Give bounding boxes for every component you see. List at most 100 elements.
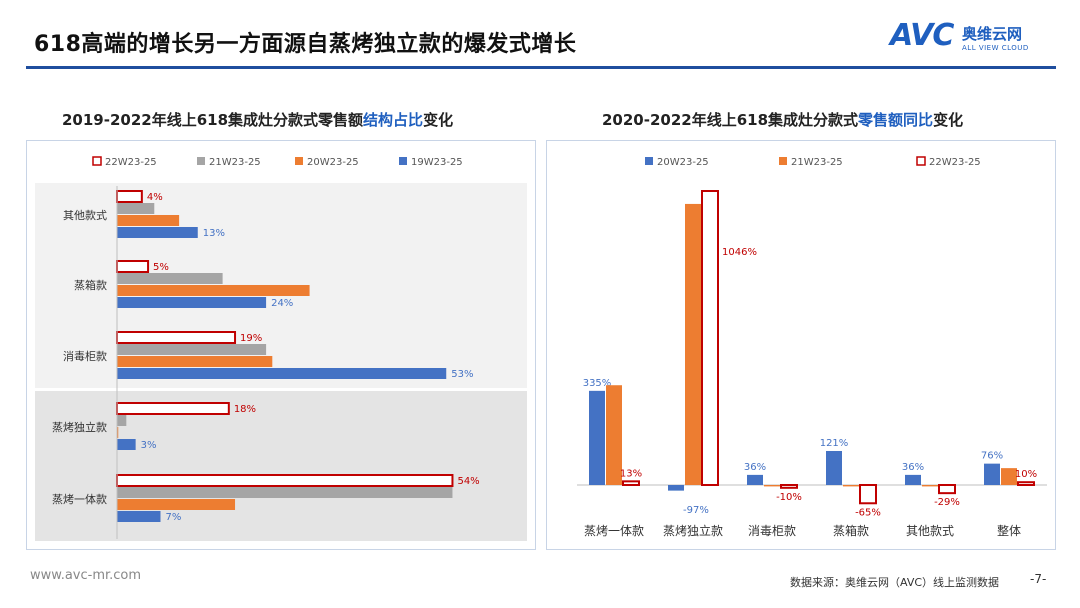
bar-20W23-25	[747, 474, 763, 485]
category-label: 蒸烤一体款	[52, 492, 107, 506]
data-label: 36%	[902, 462, 924, 473]
legend-label: 21W23-25	[209, 157, 261, 168]
data-label: 4%	[147, 192, 163, 203]
bar-22W23-25	[116, 402, 230, 415]
category-label: 蒸箱款	[833, 523, 869, 538]
bar-20W23-25	[668, 485, 684, 491]
bar-21W23-25	[117, 344, 267, 355]
bar-21W23-25	[606, 385, 622, 485]
bar-19W23-25	[117, 227, 198, 238]
left-chart-title-highlight: 结构占比	[363, 111, 424, 129]
bar-22W23-25	[116, 190, 143, 203]
data-label: 19%	[240, 333, 262, 344]
bar-19W23-25	[117, 511, 161, 522]
data-label: -29%	[934, 497, 960, 508]
data-label: -10%	[776, 492, 802, 503]
left-bar-chart: 22W23-25 21W23-25 20W23-25 19W23-25 其他款式 4% 13…	[35, 156, 527, 541]
data-label: 53%	[451, 369, 473, 380]
left-chart-title-part: 2019-2022年线上618集成灶分款式零售额	[62, 111, 364, 129]
bar-22W23-25	[116, 260, 150, 273]
logo-name-en: ALL VIEW CLOUD	[962, 44, 1029, 52]
bar-20W23-25	[984, 463, 1000, 485]
legend-label: 19W23-25	[411, 157, 463, 168]
page-number: -7-	[1030, 572, 1047, 586]
bar-22W23-25	[1017, 481, 1035, 487]
legend-label: 20W23-25	[657, 157, 709, 168]
bar-20W23-25	[117, 427, 119, 438]
page-title: 618高端的增长另一方面源自蒸烤独立款的爆发式增长	[34, 32, 577, 57]
right-chart-panel: 20W23-25 21W23-25 22W23-25 335% 13% 蒸烤一体款 -97%…	[546, 140, 1056, 550]
data-label: 1046%	[722, 247, 757, 258]
category-label: 其他款式	[906, 524, 954, 538]
bar-22W23-25	[116, 331, 237, 344]
right-chart-title-highlight: 零售额同比	[858, 111, 934, 129]
avc-logo: AVC 奥维云网 ALL VIEW CLOUD	[890, 18, 1060, 62]
footer-source: 数据来源：奥维云网（AVC）线上监测数据	[790, 576, 1000, 589]
data-label: 18%	[234, 404, 256, 415]
bar-19W23-25	[117, 368, 447, 379]
bar-20W23-25	[589, 390, 605, 485]
category-label: 消毒柜款	[748, 524, 796, 538]
category-label: 蒸烤独立款	[52, 420, 107, 434]
bar-22W23-25	[116, 474, 454, 487]
bar-22W23-25	[622, 480, 640, 486]
bar-21W23-25	[117, 415, 127, 426]
data-label: 13%	[620, 468, 642, 479]
right-chart-title-part: 2020-2022年线上618集成灶分款式	[602, 111, 859, 129]
header-rule	[26, 66, 1056, 69]
bar-22W23-25	[938, 484, 956, 495]
legend-swatch	[197, 157, 205, 165]
bar-21W23-25	[843, 485, 859, 487]
legend-swatch	[645, 157, 653, 165]
data-label: -65%	[855, 507, 881, 518]
bar-21W23-25	[117, 273, 223, 284]
data-label: 121%	[820, 438, 849, 449]
bar-20W23-25	[117, 499, 236, 510]
bar-21W23-25	[764, 485, 780, 487]
legend-label: 20W23-25	[307, 157, 359, 168]
legend-label: 21W23-25	[791, 157, 843, 168]
legend-label: 22W23-25	[105, 157, 157, 168]
category-label: 蒸箱款	[74, 278, 107, 292]
legend-swatch	[779, 157, 787, 165]
data-label: 7%	[165, 512, 181, 523]
logo-mark: AVC	[890, 18, 954, 53]
legend-swatch	[916, 156, 926, 166]
data-label: 76%	[981, 451, 1003, 462]
bar-19W23-25	[117, 297, 267, 308]
legend-swatch	[399, 157, 407, 165]
data-label: 3%	[141, 440, 157, 451]
data-label: 335%	[583, 378, 612, 389]
category-label: 蒸烤一体款	[584, 523, 644, 538]
category-label: 其他款式	[63, 208, 107, 222]
bar-21W23-25	[117, 487, 453, 498]
data-label: 54%	[457, 476, 479, 487]
bar-21W23-25	[922, 485, 938, 487]
footer-url: www.avc-mr.com	[30, 568, 142, 583]
bar-22W23-25	[859, 484, 877, 505]
data-label: 10%	[1015, 469, 1037, 480]
bar-19W23-25	[117, 439, 136, 450]
data-label: -97%	[683, 505, 709, 516]
category-label: 消毒柜款	[63, 349, 107, 363]
bar-22W23-25	[701, 190, 719, 486]
legend-label: 22W23-25	[929, 157, 981, 168]
right-bar-chart: 20W23-25 21W23-25 22W23-25 335% 13% 蒸烤一体款 -97%…	[577, 156, 1047, 538]
data-label: 24%	[271, 298, 293, 309]
data-label: 36%	[744, 462, 766, 473]
bar-20W23-25	[117, 215, 180, 226]
data-label: 13%	[203, 228, 225, 239]
lower-category-band	[35, 391, 527, 541]
bar-20W23-25	[117, 285, 310, 296]
data-label: 5%	[153, 262, 169, 273]
right-chart-title: 2020-2022年线上618集成灶分款式零售额同比变化	[602, 109, 963, 130]
bar-20W23-25	[905, 474, 921, 485]
category-label: 蒸烤独立款	[663, 523, 723, 538]
bar-21W23-25	[685, 203, 701, 485]
left-chart-title: 2019-2022年线上618集成灶分款式零售额结构占比变化	[62, 109, 453, 130]
left-chart-panel: 22W23-25 21W23-25 20W23-25 19W23-25 其他款式 4% 13…	[26, 140, 536, 550]
left-chart-title-part: 变化	[423, 111, 454, 129]
bar-22W23-25	[780, 484, 798, 489]
category-label: 整体	[997, 523, 1021, 538]
logo-name-cn: 奥维云网	[962, 25, 1023, 43]
